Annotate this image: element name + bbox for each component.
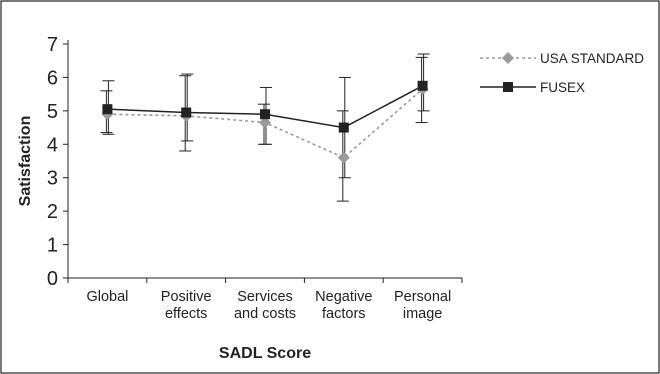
x-tick-label: Personal image (394, 289, 451, 322)
x-tick-label: Positive effects (161, 289, 212, 322)
data-point (338, 122, 349, 133)
data-point (102, 104, 113, 115)
y-axis-title: Satisfaction (17, 116, 34, 207)
x-tick-label: Global (86, 289, 128, 305)
data-point (259, 116, 271, 129)
x-tick-label-line: Negative (315, 289, 372, 305)
x-axis-title: SADL Score (219, 345, 311, 362)
data-point (417, 80, 428, 91)
x-tick-label-line: Positive (161, 289, 212, 305)
y-tick-label: 6 (47, 67, 58, 89)
y-tick-label: 7 (47, 34, 58, 56)
y-tick-label: 1 (47, 235, 58, 257)
legend-marker (503, 82, 513, 92)
x-tick-label-line: image (403, 306, 443, 322)
legend-label: USA STANDARD (540, 51, 644, 66)
y-tick-label: 5 (47, 101, 58, 123)
x-tick-label-line: factors (322, 306, 366, 322)
legend-marker (502, 52, 514, 64)
x-tick-label: Services and costs (234, 289, 296, 322)
y-tick-label: 3 (47, 168, 58, 190)
x-tick-label-line: Services (237, 289, 293, 305)
y-tick-label: 2 (47, 201, 58, 223)
x-tick-label-line: Personal (394, 289, 451, 305)
x-tick-label: Negative factors (315, 289, 372, 322)
x-tick-label-line: Global (86, 289, 128, 305)
legend-label: FUSEX (540, 80, 585, 95)
x-tick-label-line: and costs (234, 306, 296, 322)
data-point (337, 151, 350, 164)
x-tick-label-line: effects (165, 306, 207, 322)
data-point (260, 109, 270, 120)
y-tick-label: 4 (47, 134, 58, 156)
data-point (181, 107, 192, 118)
y-tick-label: 0 (47, 268, 58, 290)
